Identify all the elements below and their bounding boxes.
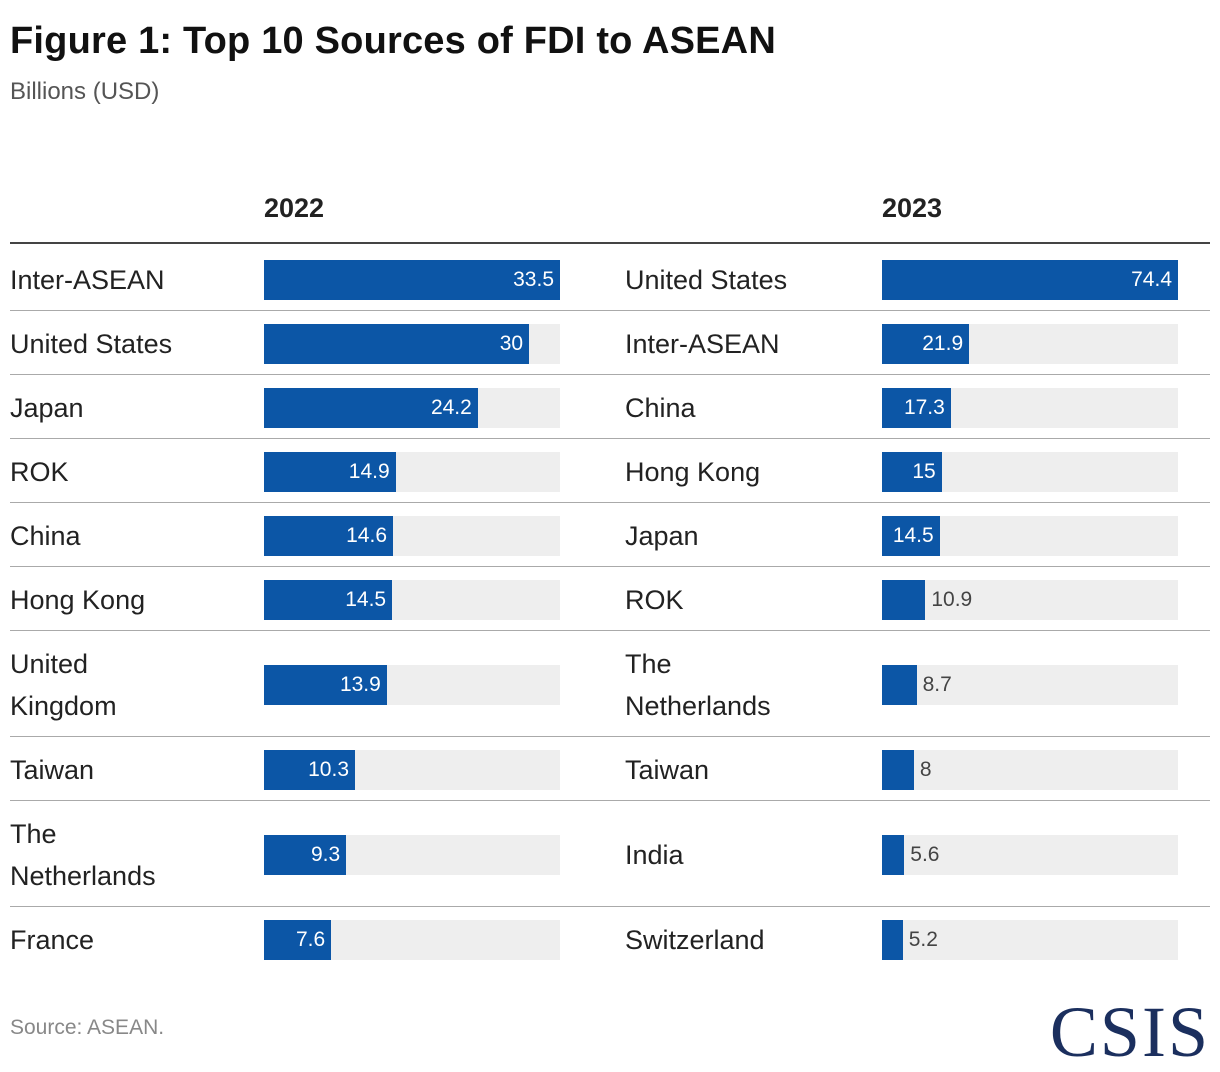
bar-track: 7.6 — [264, 920, 560, 960]
value-label: 7.6 — [295, 928, 326, 951]
category-label: Inter-ASEAN — [10, 265, 165, 295]
category-label: United Kingdom — [10, 649, 117, 721]
bar-china — [882, 388, 951, 428]
bar-inter-asean — [264, 260, 560, 300]
bar-switzerland — [882, 920, 903, 960]
row-separator — [10, 800, 1210, 801]
year-header-2022: 2022 — [264, 193, 325, 223]
bar-track: 5.2 — [882, 920, 1178, 960]
bar-track: 10.3 — [264, 750, 560, 790]
category-label: The Netherlands — [625, 649, 771, 721]
bar-taiwan — [882, 750, 914, 790]
value-label: 30 — [499, 332, 524, 355]
bar-hong-kong — [264, 580, 393, 620]
bar-track: 5.6 — [882, 835, 1178, 875]
source-note: Source: ASEAN. — [10, 1016, 165, 1039]
category-label: Japan — [625, 521, 699, 551]
row-separator — [10, 566, 1210, 567]
value-label: 14.5 — [345, 588, 387, 611]
row-separator — [10, 630, 1210, 631]
bar-track: 14.5 — [882, 516, 1178, 556]
bar-track: 8.7 — [882, 665, 1178, 705]
row-separator — [10, 310, 1210, 311]
bar-japan — [264, 388, 478, 428]
row-separator — [10, 502, 1210, 503]
value-label: 24.2 — [430, 396, 472, 419]
row-separator — [10, 736, 1210, 737]
category-label: Hong Kong — [625, 457, 761, 487]
header-divider — [10, 242, 1210, 244]
category-label: The Netherlands — [10, 819, 156, 891]
bar-track: 17.3 — [882, 388, 1178, 428]
category-label: Japan — [10, 393, 84, 423]
value-label: 14.6 — [346, 524, 387, 547]
bar-the-netherlands — [882, 665, 917, 705]
value-label: 8.7 — [922, 673, 952, 696]
bar-track: 9.3 — [264, 835, 560, 875]
bar-taiwan — [264, 750, 355, 790]
value-label: 5.2 — [908, 928, 938, 951]
category-label: Inter-ASEAN — [625, 329, 780, 359]
bar-inter-asean — [882, 324, 970, 364]
bar-track: 14.5 — [264, 580, 560, 620]
bar-track: 8 — [882, 750, 1178, 790]
category-label: India — [625, 840, 684, 870]
bar-track: 33.5 — [264, 260, 560, 300]
value-label: 74.4 — [1131, 268, 1172, 291]
bar-track: 10.9 — [882, 580, 1178, 620]
bar-track: 14.6 — [264, 516, 560, 556]
value-label: 10.9 — [931, 588, 973, 611]
row-separator — [10, 438, 1210, 439]
bar-the-netherlands — [264, 835, 347, 875]
bar-japan — [882, 516, 940, 556]
chart-subtitle: Billions (USD) — [10, 78, 160, 105]
row-separator — [10, 906, 1210, 907]
bar-united-states — [882, 260, 1178, 300]
bar-track: 13.9 — [264, 665, 560, 705]
bar-china — [264, 516, 393, 556]
category-label: Taiwan — [625, 755, 710, 785]
bar-rok — [882, 580, 926, 620]
value-label: 10.3 — [308, 758, 349, 781]
bar-united-kingdom — [264, 665, 387, 705]
category-label: China — [625, 393, 696, 423]
csis-logo: CSIS — [1049, 992, 1210, 1072]
bar-track: 15 — [882, 452, 1178, 492]
category-label: ROK — [10, 457, 69, 487]
category-label: Taiwan — [10, 755, 95, 785]
category-label: United States — [625, 265, 788, 295]
bar-hong-kong — [882, 452, 942, 492]
bar-track: 21.9 — [882, 324, 1178, 364]
value-label: 5.6 — [910, 843, 940, 866]
category-label: ROK — [625, 585, 684, 615]
chart-title: Figure 1: Top 10 Sources of FDI to ASEAN — [10, 20, 776, 62]
row-separator — [10, 374, 1210, 375]
category-label: France — [10, 925, 95, 955]
value-label: 15 — [912, 460, 936, 483]
bar-india — [882, 835, 905, 875]
value-label: 13.9 — [339, 673, 381, 696]
value-label: 21.9 — [922, 332, 964, 355]
value-label: 17.3 — [903, 396, 945, 419]
bar-track: 14.9 — [264, 452, 560, 492]
bar-track: 30 — [264, 324, 560, 364]
value-label: 8 — [919, 758, 932, 781]
bar-track: 24.2 — [264, 388, 560, 428]
category-label: China — [10, 521, 81, 551]
value-label: 14.5 — [892, 524, 934, 547]
bar-track: 74.4 — [882, 260, 1178, 300]
bar-france — [264, 920, 332, 960]
bar-united-states — [264, 324, 530, 364]
category-label: Switzerland — [625, 925, 765, 955]
value-label: 14.9 — [348, 460, 390, 483]
bar-rok — [264, 452, 396, 492]
year-header-2023: 2023 — [882, 193, 943, 223]
category-label: United States — [10, 329, 173, 359]
category-label: Hong Kong — [10, 585, 146, 615]
value-label: 33.5 — [513, 268, 554, 291]
value-label: 9.3 — [310, 843, 341, 866]
